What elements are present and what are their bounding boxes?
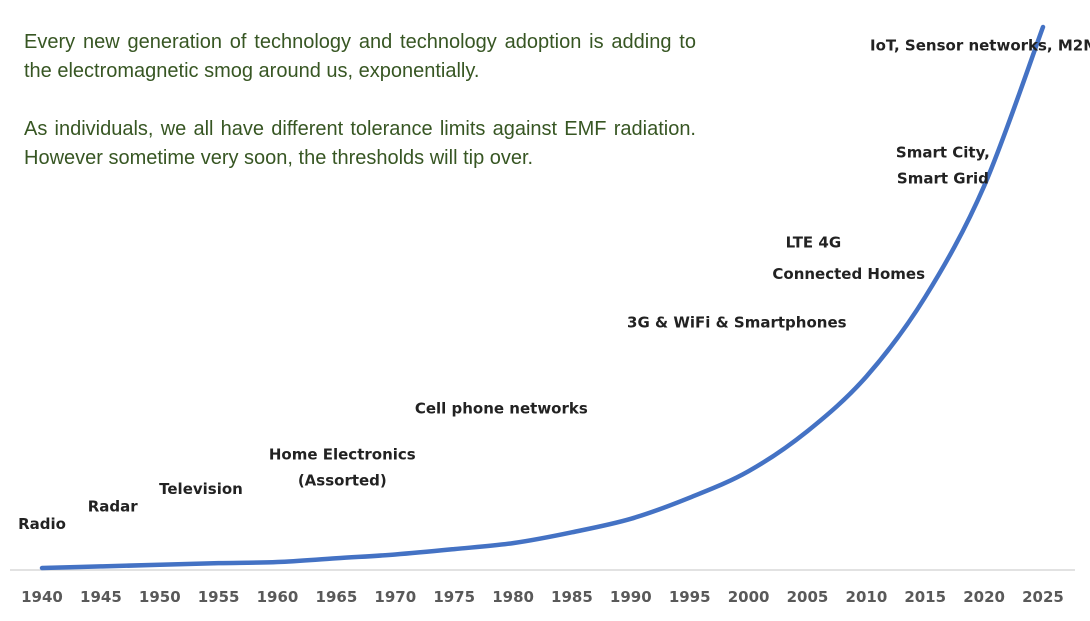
x-tick-label: 1995 [669, 588, 711, 606]
series-line [39, 24, 1046, 571]
x-tick-label: 1985 [551, 588, 593, 606]
annotation-label: 3G & WiFi & Smartphones [627, 313, 847, 331]
intro-paragraph-1: Every new generation of technology and t… [24, 31, 696, 82]
x-tick-label: 2025 [1022, 588, 1064, 606]
x-tick-label: 2000 [728, 588, 770, 606]
x-tick-label: 2020 [963, 588, 1005, 606]
x-tick-label: 1950 [139, 588, 181, 606]
x-tick-label: 1970 [374, 588, 416, 606]
annotation-label: Radio [18, 515, 66, 533]
annotation-label: IoT, Sensor networks, M2M [870, 36, 1090, 54]
annotation-label: Cell phone networks [415, 399, 588, 417]
x-axis-tick-labels: 1940 1945 1950 1955 1960 1965 1970 1975 1980 1985… [21, 588, 1064, 606]
x-tick-label: 1940 [21, 588, 63, 606]
x-tick-label: 1980 [492, 588, 534, 606]
annotation-label: Smart City, Smart Grid [896, 143, 990, 187]
intro-paragraph-2: As individuals, we all have different to… [24, 118, 696, 169]
x-tick-label: 2010 [846, 588, 888, 606]
x-tick-label: 1965 [316, 588, 358, 606]
x-tick-label: 2015 [904, 588, 946, 606]
x-tick-label: 1990 [610, 588, 652, 606]
x-tick-label: 1945 [80, 588, 122, 606]
x-tick-label: 1975 [433, 588, 475, 606]
x-tick-label: 1955 [198, 588, 240, 606]
annotation-label: Television [159, 480, 243, 498]
annotation-label: Home Electronics (Assorted) [269, 445, 416, 489]
x-tick-label: 2005 [787, 588, 829, 606]
x-tick-label: 1960 [257, 588, 299, 606]
intro-text: Every new generation of technology and t… [24, 28, 696, 173]
annotation-label: LTE 4G [786, 234, 842, 252]
annotation-label: Radar [88, 498, 139, 516]
technology-annotations: Radio Radar Television Home Electronics (Ass… [18, 36, 1090, 533]
annotation-label: Connected Homes [772, 265, 925, 283]
